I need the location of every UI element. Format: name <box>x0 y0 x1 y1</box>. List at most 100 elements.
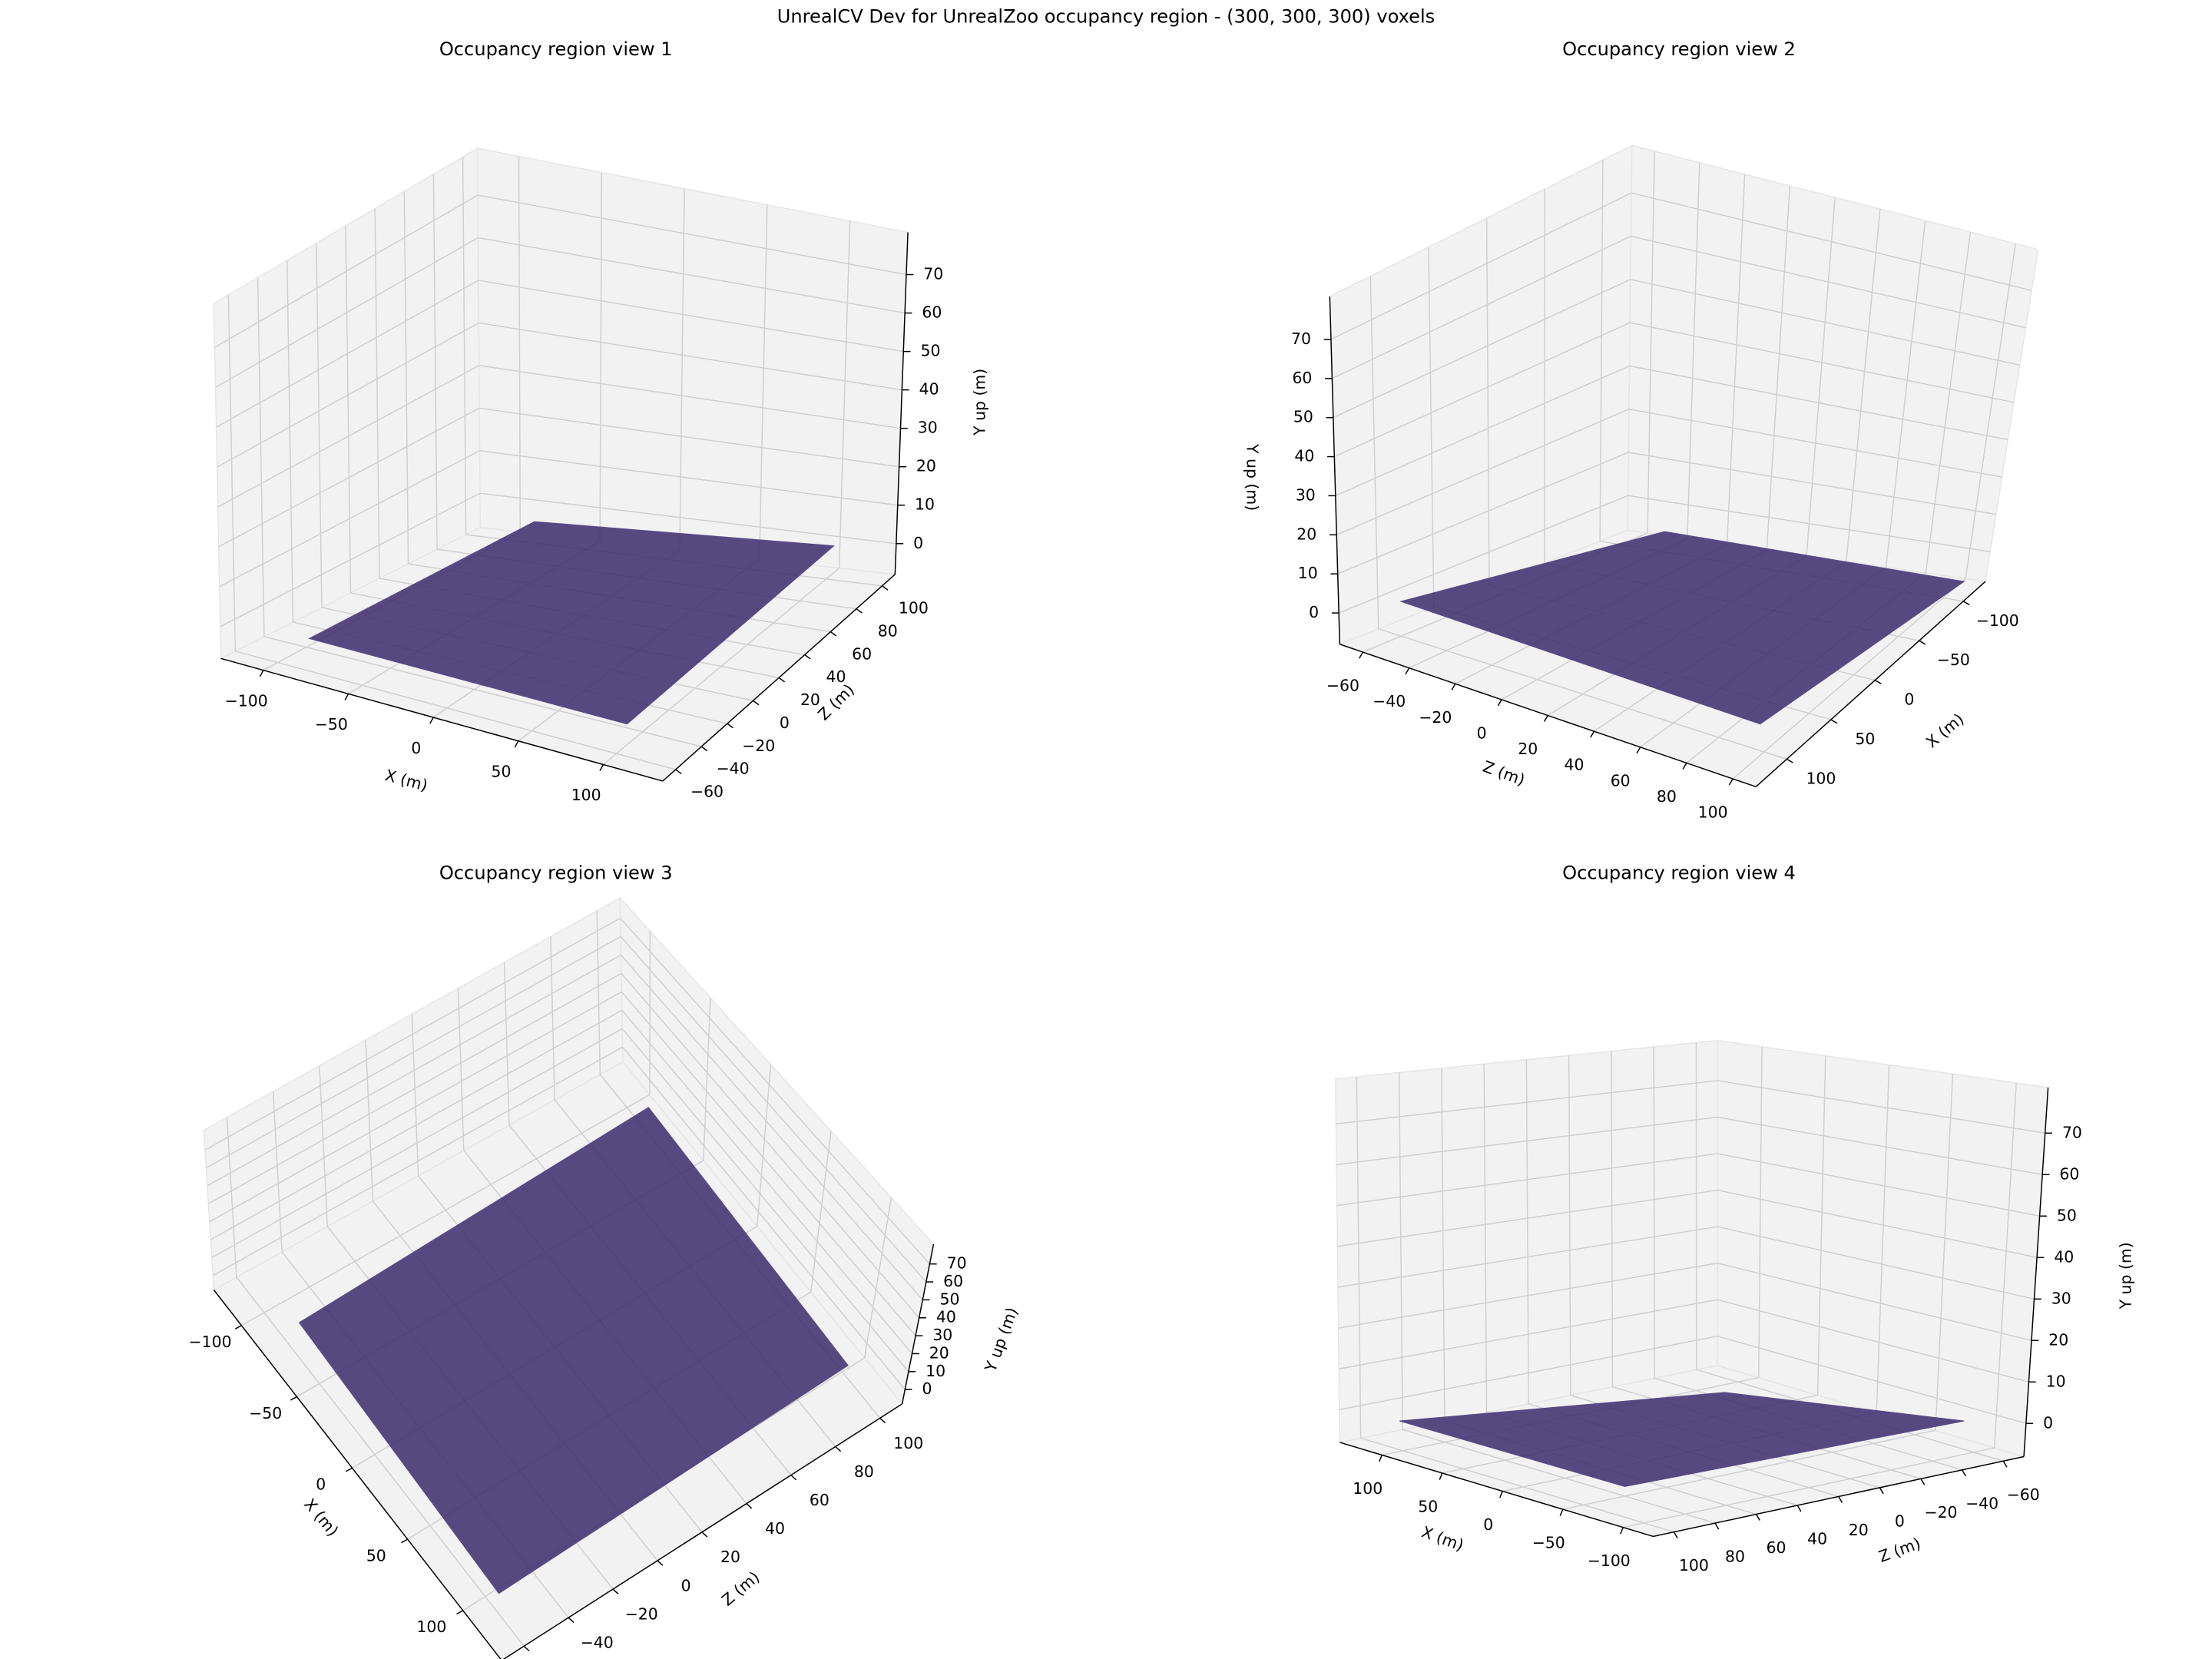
grid-line <box>1925 232 1972 574</box>
z-tick <box>882 585 889 591</box>
grid-line <box>1338 1262 1718 1329</box>
grid-line <box>1965 243 2016 579</box>
y-tick-label: 30 <box>932 1326 952 1344</box>
y-tick-label: 30 <box>918 419 938 437</box>
z-tick <box>1636 747 1641 754</box>
grid-line <box>212 1046 623 1277</box>
x-tick <box>514 740 519 748</box>
z-tick-label: −60 <box>690 783 724 801</box>
x-tick-label: −50 <box>315 715 348 733</box>
grid-line <box>365 1039 374 1201</box>
z-tick <box>835 1445 842 1452</box>
x-pane <box>1627 144 2039 582</box>
grid-line <box>759 204 768 559</box>
grid-line <box>1334 322 1631 458</box>
grid-line <box>1717 1335 2027 1425</box>
grid-line <box>620 935 927 1283</box>
x-tick <box>1439 1472 1443 1480</box>
z-tick-label: −60 <box>2007 1485 2040 1504</box>
grid-line <box>216 280 479 428</box>
x-tick <box>1786 758 1793 763</box>
z-tick <box>1728 778 1734 786</box>
grid-line <box>236 1277 525 1647</box>
z-axis-label: Z (m) <box>814 680 858 724</box>
y-tick-label: 60 <box>922 303 942 322</box>
x-tick-label: 50 <box>492 763 512 781</box>
z-tick-label: 20 <box>1518 740 1538 758</box>
grid-line <box>1369 276 1379 629</box>
z-tick-label: 20 <box>720 1548 740 1566</box>
grid-line <box>235 651 676 770</box>
z-tick <box>1451 683 1456 690</box>
z-tick <box>1497 699 1502 707</box>
x-axis-line <box>213 1289 502 1659</box>
grid-line <box>1356 1076 1362 1439</box>
grid-line <box>621 1009 913 1354</box>
grid-line <box>1647 151 1655 534</box>
grid-line <box>1630 322 2015 403</box>
grid-line <box>1336 1153 1718 1207</box>
y-tick-label: 40 <box>919 380 939 399</box>
grid-line <box>621 991 916 1336</box>
grid-line <box>479 450 898 506</box>
grid-line <box>1629 365 2008 441</box>
grid-line <box>432 174 438 550</box>
grid-line <box>210 1009 623 1240</box>
z-tick <box>1961 1469 1966 1477</box>
y-tick-label: 40 <box>2054 1247 2074 1266</box>
y-tick-label: 50 <box>921 342 941 360</box>
grid-line <box>209 991 622 1223</box>
grid-line <box>257 277 265 637</box>
grid-line <box>218 407 480 548</box>
y-tick-label: 50 <box>2057 1206 2077 1224</box>
grid-line <box>1628 495 1991 552</box>
x-axis-line <box>1339 1442 1654 1538</box>
x-tick <box>456 1610 464 1615</box>
grid-line <box>679 188 685 551</box>
grid-line <box>479 492 896 545</box>
grid-line <box>478 365 901 429</box>
z-tick-label: 40 <box>826 667 846 686</box>
y-axis-line <box>1329 296 1341 644</box>
x-tick-label: 50 <box>1418 1498 1438 1516</box>
x-tick <box>344 693 349 700</box>
z-tick-label: 80 <box>1657 787 1677 806</box>
grid-line <box>1628 452 1996 515</box>
x-tick-label: 0 <box>411 739 421 757</box>
figure-title: UnrealCV Dev for UnrealZoo occupancy reg… <box>777 5 1435 27</box>
y-tick-label: 40 <box>936 1308 956 1326</box>
z-axis-label: Z (m) <box>1876 1534 1923 1566</box>
grid-line <box>838 220 851 568</box>
x-axis-line <box>1755 581 1986 787</box>
z-tick-label: 0 <box>681 1576 691 1594</box>
z-tick <box>856 608 863 614</box>
z-pane <box>476 147 909 575</box>
grid-line <box>1337 1226 1718 1288</box>
y-tick-label: 0 <box>922 1379 932 1398</box>
z-tick <box>700 746 708 752</box>
y-tick-label: 20 <box>2048 1330 2068 1349</box>
y-tick-label: 30 <box>2051 1289 2071 1307</box>
grid-line <box>345 226 352 593</box>
grid-line <box>621 972 920 1319</box>
x-tick <box>1874 679 1882 684</box>
grid-line <box>1339 1299 1718 1369</box>
grid-line <box>1717 1153 2040 1217</box>
grid-line <box>596 910 601 1075</box>
y-tick-label: 10 <box>1298 564 1318 582</box>
grid-line <box>1599 160 1604 541</box>
grid-line <box>1876 1065 1890 1413</box>
ground-plane <box>1399 1392 1965 1488</box>
y-axis-line <box>2023 1087 2049 1457</box>
y-tick-label: 60 <box>1292 369 1312 387</box>
grid-line <box>1402 1429 1716 1524</box>
grid-line <box>599 172 603 541</box>
grid-line <box>1726 174 1746 545</box>
grid-line <box>622 1046 906 1390</box>
grid-line <box>1485 217 1490 585</box>
z-tick <box>1879 1487 1884 1495</box>
y-axis-label: Y up (m) <box>1243 443 1261 511</box>
z-tick <box>778 677 786 683</box>
z-tick-label: −20 <box>625 1604 658 1623</box>
y-tick-label: 0 <box>2043 1413 2053 1432</box>
